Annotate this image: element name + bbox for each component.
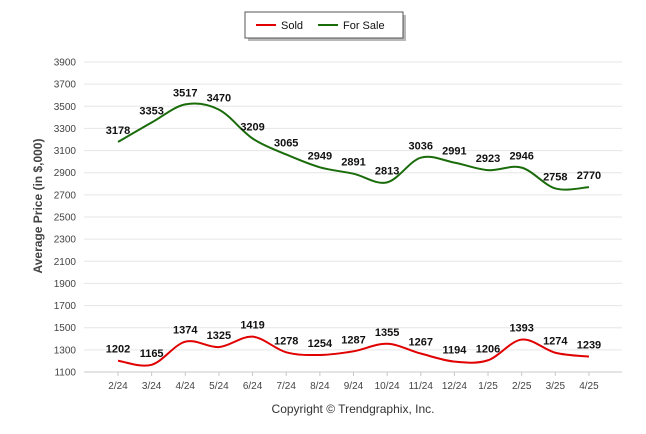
x-tick-label: 3/24 [142,381,162,392]
x-tick-label: 7/24 [276,381,296,392]
x-tick-label: 5/24 [209,381,229,392]
y-axis-title: Average Price (in $,000) [31,139,45,274]
legend-label-for-sale: For Sale [343,20,385,32]
data-label-for-sale: 3353 [139,106,163,118]
legend-label-sold: Sold [281,20,303,32]
data-label-sold: 1287 [341,334,365,346]
data-label-for-sale: 2946 [509,151,533,163]
x-tick-label: 1/25 [478,381,498,392]
series [117,102,590,367]
data-label-sold: 1206 [476,343,500,355]
data-label-for-sale: 2758 [543,171,567,183]
x-tick-label: 6/24 [243,381,263,392]
series-line-sold [117,335,590,367]
y-tick-label: 1300 [54,345,77,356]
x-tick-label: 3/25 [546,381,566,392]
y-tick-label: 1100 [54,368,76,379]
y-tick-label: 1700 [54,301,77,312]
y-tick-label: 3100 [54,146,77,157]
data-label-sold: 1374 [173,325,198,337]
x-tick-label: 9/24 [344,381,364,392]
y-tick-label: 2300 [54,235,77,246]
data-label-for-sale: 2991 [442,146,466,158]
y-tick-label: 3500 [54,102,77,113]
y-tick-label: 3300 [54,124,77,135]
x-tick-label: 12/24 [442,381,467,392]
data-label-sold: 1419 [240,320,264,332]
data-label-sold: 1355 [375,327,399,339]
x-tick-label: 8/24 [310,381,330,392]
data-label-for-sale: 3036 [409,141,433,153]
data-label-sold: 1254 [308,338,333,350]
data-label-sold: 1267 [409,337,433,349]
y-tick-label: 2500 [54,213,77,224]
data-label-for-sale: 2770 [577,170,601,182]
data-label-sold: 1194 [442,345,467,357]
data-label-sold: 1393 [509,323,533,335]
data-label-for-sale: 3517 [173,87,197,99]
grid [84,61,622,373]
data-label-for-sale: 3065 [274,137,298,149]
data-labels: 1202 1165 1374 1325 1419 1278 1254 1287 1355 1267… [106,87,601,359]
axes: 1100 1300 1500 1700 1900 2100 2300 2500 2700 2900… [54,58,622,392]
y-tick-label: 2100 [54,257,77,268]
y-tick-label: 3700 [54,80,77,91]
data-label-for-sale: 2813 [375,165,399,177]
y-tick-label: 2900 [54,168,77,179]
copyright-footer: Copyright © Trendgraphix, Inc. [272,402,435,416]
data-label-for-sale: 3178 [106,125,130,137]
x-tick-label: 4/24 [176,381,196,392]
data-label-for-sale: 2923 [476,153,500,165]
x-tick-label: 4/25 [579,381,599,392]
data-label-for-sale: 2949 [308,150,332,162]
x-tick-label: 2/24 [108,381,128,392]
data-label-sold: 1274 [543,336,568,348]
data-label-for-sale: 2891 [341,157,365,169]
x-tick-label: 11/24 [409,381,434,392]
y-tick-label: 1500 [54,323,77,334]
data-label-sold: 1165 [140,348,164,360]
y-tick-label: 1900 [54,279,77,290]
data-label-sold: 1239 [577,340,601,352]
data-label-sold: 1278 [274,335,298,347]
y-tick-label: 3900 [54,58,77,69]
y-tick-label: 2700 [54,190,77,201]
x-tick-label: 10/24 [375,381,400,392]
series-line-for-sale [117,102,590,191]
data-label-for-sale: 3209 [240,122,264,134]
data-label-sold: 1202 [106,344,130,356]
x-tick-label: 2/25 [512,381,532,392]
legend: Sold For Sale [244,11,406,41]
data-label-sold: 1325 [207,330,231,342]
data-label-for-sale: 3470 [207,93,231,105]
